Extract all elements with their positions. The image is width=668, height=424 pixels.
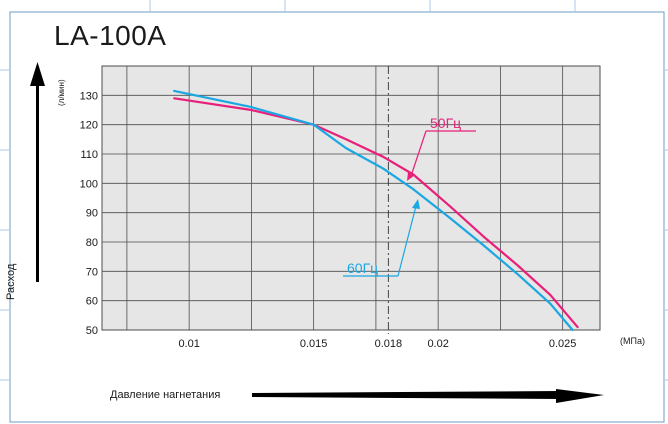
legend-label-50hz: 50Гц [430,115,462,131]
chart-title: LA-100A [54,20,167,51]
plot-area [101,65,601,331]
y-axis-label: Расход [5,263,17,300]
x-tick-label-0: 0.01 [178,338,199,350]
y-tick-label-5: 100 [80,178,98,190]
y-tick-label-1: 60 [86,296,98,308]
y-tick-label-2: 70 [86,266,98,278]
legend-callouts [343,130,476,277]
y-tick-label-4: 90 [86,208,98,220]
legend-60hz-pointer [397,205,417,277]
x-arrow-shaft [252,391,560,399]
y-arrow-head [30,62,45,86]
x-axis-label: Давление нагнетания [110,389,221,401]
y-tick-label-6: 110 [80,149,98,161]
legend-label-60hz: 60Гц [347,260,379,276]
x-tick-label-1: 0.015 [300,338,328,350]
legend-50hz-pointer [410,130,427,177]
frame-border [9,11,665,423]
y-tick-label-3: 80 [86,237,98,249]
grid-lines [102,65,600,334]
series-line-60hz [173,89,574,332]
y-tick-label-7: 120 [80,120,98,132]
y-tick-label-0: 50 [86,325,98,337]
tick-labels: 50 60 70 80 90 100 110 120 130 0.01 0.015 0.018 0.02… [80,90,577,350]
legend-60hz-arrowhead [412,199,420,209]
x-tick-label-2: 0.018 [375,338,403,350]
legend-50hz-arrowhead [407,172,415,181]
plot-background [101,65,601,331]
x-tick-label-4: 0.025 [549,338,577,350]
x-arrow-head [556,389,604,403]
y-tick-label-8: 130 [80,90,98,102]
y-axis-unit: (л/мин) [57,79,66,106]
x-axis-unit: (МПа) [620,336,645,346]
axis-arrows [30,62,604,403]
y-arrow-shaft [36,84,39,282]
x-tick-label-3: 0.02 [427,338,448,350]
